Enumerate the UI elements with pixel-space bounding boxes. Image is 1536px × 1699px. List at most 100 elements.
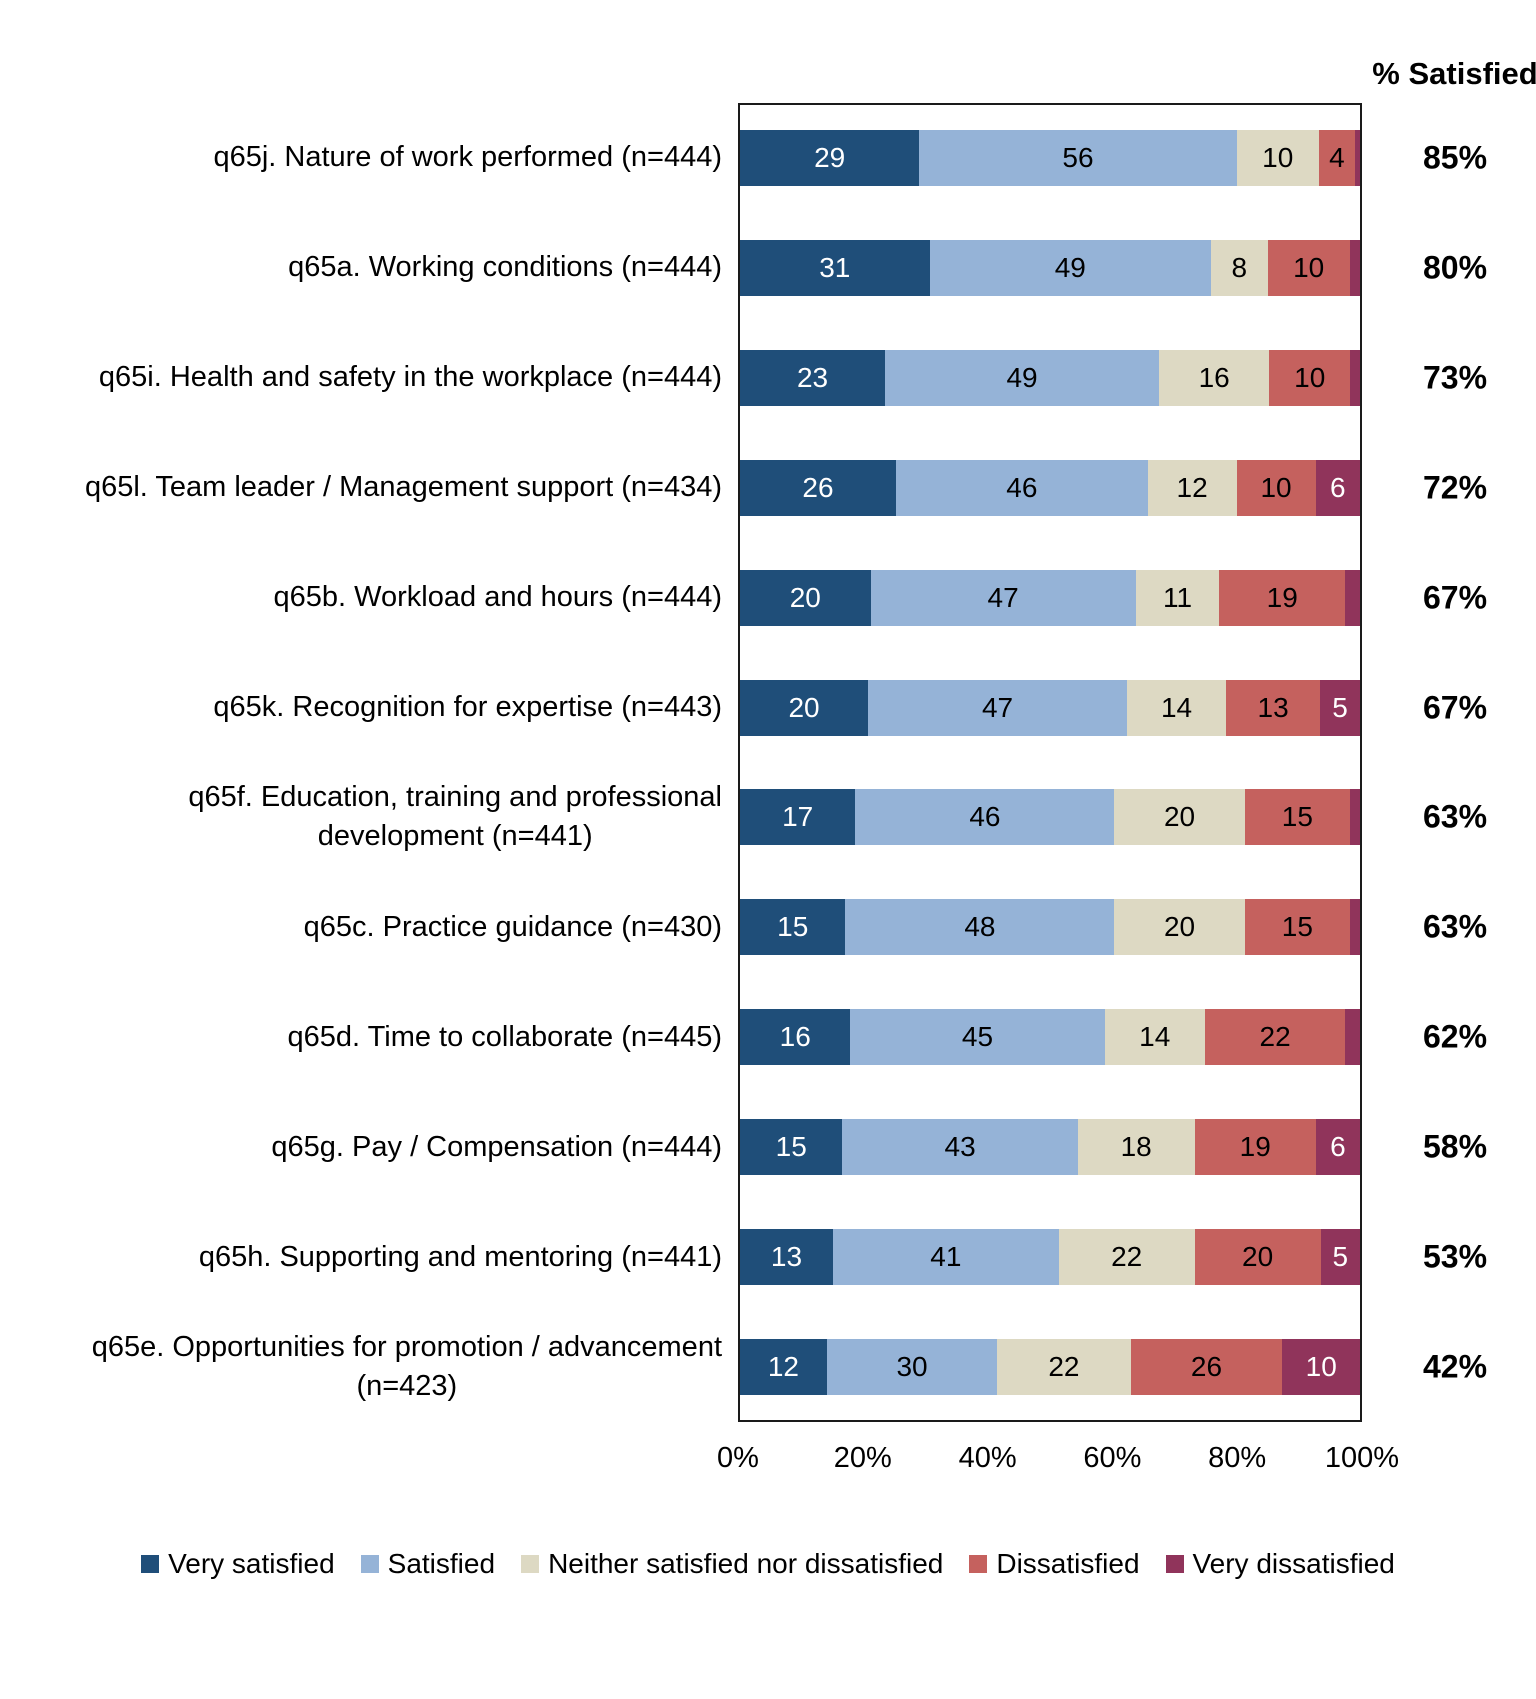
chart-row: q65j. Nature of work performed (n=444) 29… — [0, 103, 1536, 213]
percent-satisfied-value: 58% — [1422, 1128, 1488, 1165]
category-label-text: q65i. Health and safety in the workplace… — [98, 361, 722, 394]
bar-segment-very-dissatisfied: 5 — [1320, 1229, 1360, 1286]
bar-segment-very-satisfied: 20 — [740, 569, 871, 626]
legend-item-satisfied: Satisfied — [360, 1548, 495, 1580]
chart-row: q65h. Supporting and mentoring (n=441) 13… — [0, 1202, 1536, 1312]
bar-segment-neither-satisfied-nor-dissatisfied: 22 — [997, 1339, 1131, 1396]
x-axis-tick-label: 20% — [833, 1442, 892, 1474]
chart-legend: Very satisfied Satisfied Neither satisfied… — [0, 1548, 1536, 1580]
bar-segment-very-dissatisfied: 5 — [1320, 679, 1360, 736]
category-label-text: q65c. Practice guidance (n=430) — [303, 910, 722, 943]
stacked-bar: 17 46 20 15 — [740, 789, 1361, 846]
bar-segment-dissatisfied: 10 — [1236, 459, 1316, 516]
stacked-bar: 29 56 10 4 — [740, 129, 1360, 186]
percent-satisfied-value: 67% — [1422, 579, 1488, 616]
bar-segment-very-satisfied: 12 — [740, 1339, 827, 1396]
bar-segment-dissatisfied: 10 — [1267, 239, 1350, 296]
category-label: q65g. Pay / Compensation (n=444) — [0, 1092, 722, 1202]
chart-row: q65l. Team leader / Management support (… — [0, 433, 1536, 543]
percent-satisfied-value: 85% — [1422, 139, 1488, 176]
category-label: q65d. Time to collaborate (n=445) — [0, 982, 722, 1092]
bar-segment-neither-satisfied-nor-dissatisfied: 12 — [1147, 459, 1237, 516]
bar-segment-very-dissatisfied — [1345, 569, 1360, 626]
stacked-bar: 26 46 12 10 6 — [740, 459, 1360, 516]
bar-segment-very-satisfied: 20 — [740, 679, 869, 736]
legend-item-dissatisfied: Dissatisfied — [969, 1548, 1140, 1580]
stacked-bar: 20 47 11 19 — [740, 569, 1360, 626]
bar-segment-satisfied: 30 — [826, 1339, 998, 1396]
chart-row: q65g. Pay / Compensation (n=444) 15 43 18 19… — [0, 1092, 1536, 1202]
bar-segment-satisfied: 43 — [842, 1119, 1078, 1176]
bar-segment-dissatisfied: 15 — [1244, 789, 1351, 846]
bar-segment-very-satisfied: 26 — [740, 459, 896, 516]
legend-label: Neither satisfied nor dissatisfied — [548, 1548, 944, 1579]
bar-segment-very-dissatisfied — [1350, 899, 1361, 956]
x-axis-tick-label: 60% — [1083, 1442, 1142, 1474]
bar-segment-very-satisfied: 29 — [740, 129, 920, 186]
bar-segment-satisfied: 47 — [870, 569, 1136, 626]
bar-segment-very-dissatisfied — [1354, 129, 1360, 186]
bar-segment-dissatisfied: 4 — [1318, 129, 1355, 186]
bar-segment-neither-satisfied-nor-dissatisfied: 10 — [1236, 129, 1319, 186]
bar-segment-neither-satisfied-nor-dissatisfied: 11 — [1135, 569, 1220, 626]
chart-row: q65i. Health and safety in the workplace… — [0, 323, 1536, 433]
category-label-text: q65l. Team leader / Management support (… — [84, 471, 722, 504]
bar-segment-satisfied: 45 — [850, 1009, 1105, 1066]
category-label-text: q65g. Pay / Compensation (n=444) — [271, 1130, 722, 1163]
category-label: q65e. Opportunities for promotion / adva… — [0, 1312, 722, 1422]
bar-segment-neither-satisfied-nor-dissatisfied: 14 — [1127, 679, 1227, 736]
category-label: q65h. Supporting and mentoring (n=441) — [0, 1202, 722, 1312]
stacked-bar: 16 45 14 22 — [740, 1009, 1361, 1066]
x-axis-tick-label: 0% — [717, 1442, 759, 1474]
percent-satisfied-value: 80% — [1422, 249, 1488, 286]
bar-segment-dissatisfied: 19 — [1194, 1119, 1316, 1176]
category-label: q65a. Working conditions (n=444) — [0, 213, 722, 323]
bar-segment-dissatisfied: 26 — [1130, 1339, 1283, 1396]
bar-segment-dissatisfied: 19 — [1219, 569, 1346, 626]
bar-segment-very-satisfied: 16 — [740, 1009, 851, 1066]
category-label: q65l. Team leader / Management support (… — [0, 433, 722, 543]
category-label-text: q65j. Nature of work performed (n=444) — [213, 141, 722, 174]
percent-satisfied-value: 62% — [1422, 1018, 1488, 1055]
stacked-bar: 15 48 20 15 — [740, 899, 1361, 956]
bar-segment-satisfied: 49 — [885, 349, 1159, 406]
chart-row: q65d. Time to collaborate (n=445) 16 45 14 2… — [0, 982, 1536, 1092]
percent-satisfied-value: 42% — [1422, 1348, 1488, 1385]
percent-satisfied-value: 53% — [1422, 1238, 1488, 1275]
bar-segment-very-satisfied: 15 — [740, 1119, 843, 1176]
legend-swatch-icon — [360, 1555, 379, 1573]
legend-item-very-dissatisfied: Very dissatisfied — [1165, 1548, 1395, 1580]
bar-segment-dissatisfied: 15 — [1244, 899, 1351, 956]
bar-segment-very-dissatisfied — [1350, 349, 1360, 406]
bar-segment-dissatisfied: 10 — [1269, 349, 1351, 406]
bar-segment-neither-satisfied-nor-dissatisfied: 16 — [1158, 349, 1270, 406]
bar-segment-dissatisfied: 13 — [1226, 679, 1321, 736]
bar-segment-neither-satisfied-nor-dissatisfied: 20 — [1114, 899, 1245, 956]
category-label: q65j. Nature of work performed (n=444) — [0, 103, 722, 213]
legend-swatch-icon — [141, 1555, 160, 1573]
bar-segment-satisfied: 46 — [895, 459, 1148, 516]
category-label: q65f. Education, training and profession… — [0, 763, 722, 873]
bar-segment-very-satisfied: 17 — [740, 789, 856, 846]
bar-segment-satisfied: 48 — [845, 899, 1115, 956]
legend-swatch-icon — [521, 1555, 540, 1573]
plot-area-border — [738, 103, 1362, 1422]
bar-segment-satisfied: 46 — [855, 789, 1115, 846]
category-label-text: q65b. Workload and hours (n=444) — [273, 581, 722, 614]
stacked-bar: 23 49 16 10 — [740, 349, 1360, 406]
legend-label: Very satisfied — [168, 1548, 335, 1579]
bar-segment-neither-satisfied-nor-dissatisfied: 18 — [1077, 1119, 1195, 1176]
category-label: q65c. Practice guidance (n=430) — [0, 872, 722, 982]
x-axis: 0% 20% 40% 60% 80% 100% — [717, 1442, 1399, 1482]
bar-segment-dissatisfied: 20 — [1194, 1229, 1321, 1286]
legend-label: Very dissatisfied — [1192, 1548, 1395, 1579]
stacked-bar: 12 30 22 26 10 — [740, 1339, 1360, 1396]
bar-segment-satisfied: 49 — [929, 239, 1212, 296]
legend-swatch-icon — [969, 1555, 988, 1573]
category-label: q65i. Health and safety in the workplace… — [0, 323, 722, 433]
bar-segment-satisfied: 56 — [919, 129, 1237, 186]
chart-row: q65c. Practice guidance (n=430) 15 48 20 15 6… — [0, 872, 1536, 982]
category-label: q65k. Recognition for expertise (n=443) — [0, 653, 722, 763]
bar-segment-very-satisfied: 15 — [740, 899, 846, 956]
